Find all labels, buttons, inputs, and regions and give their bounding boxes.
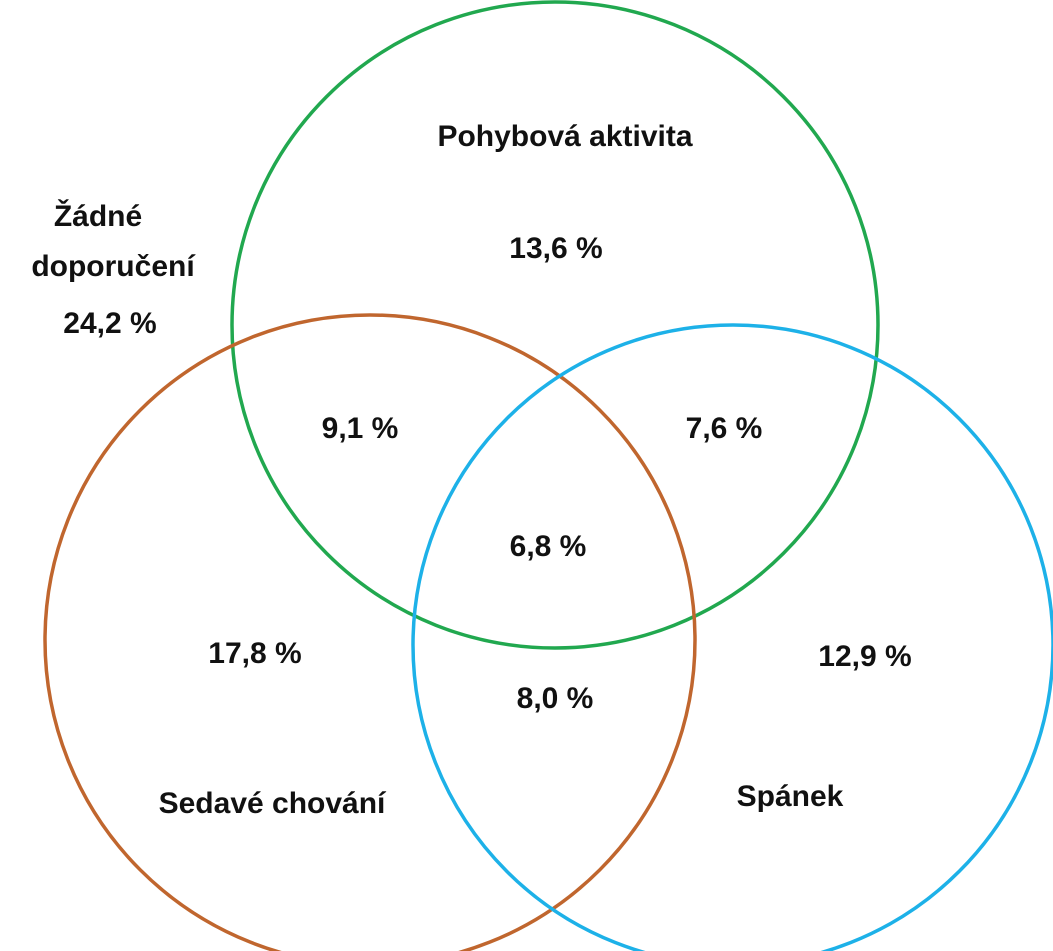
activity-circle — [230, 0, 880, 650]
set-label: Pohybová aktivita — [437, 120, 692, 153]
sedentary-circle — [43, 313, 697, 951]
outside-label: doporučení — [31, 250, 196, 283]
outside-value: 24,2 % — [63, 307, 156, 340]
region-value: 6,8 % — [510, 530, 587, 563]
sleep-circle — [411, 323, 1053, 951]
region-value: 17,8 % — [208, 637, 301, 670]
outside-label: Žádné — [54, 199, 142, 233]
region-value: 9,1 % — [322, 412, 399, 445]
set-label: Spánek — [737, 780, 844, 813]
region-value: 13,6 % — [509, 232, 602, 265]
region-value: 8,0 % — [517, 682, 594, 715]
set-label: Sedavé chování — [159, 787, 387, 820]
region-value: 7,6 % — [686, 412, 763, 445]
region-value: 12,9 % — [818, 640, 911, 673]
